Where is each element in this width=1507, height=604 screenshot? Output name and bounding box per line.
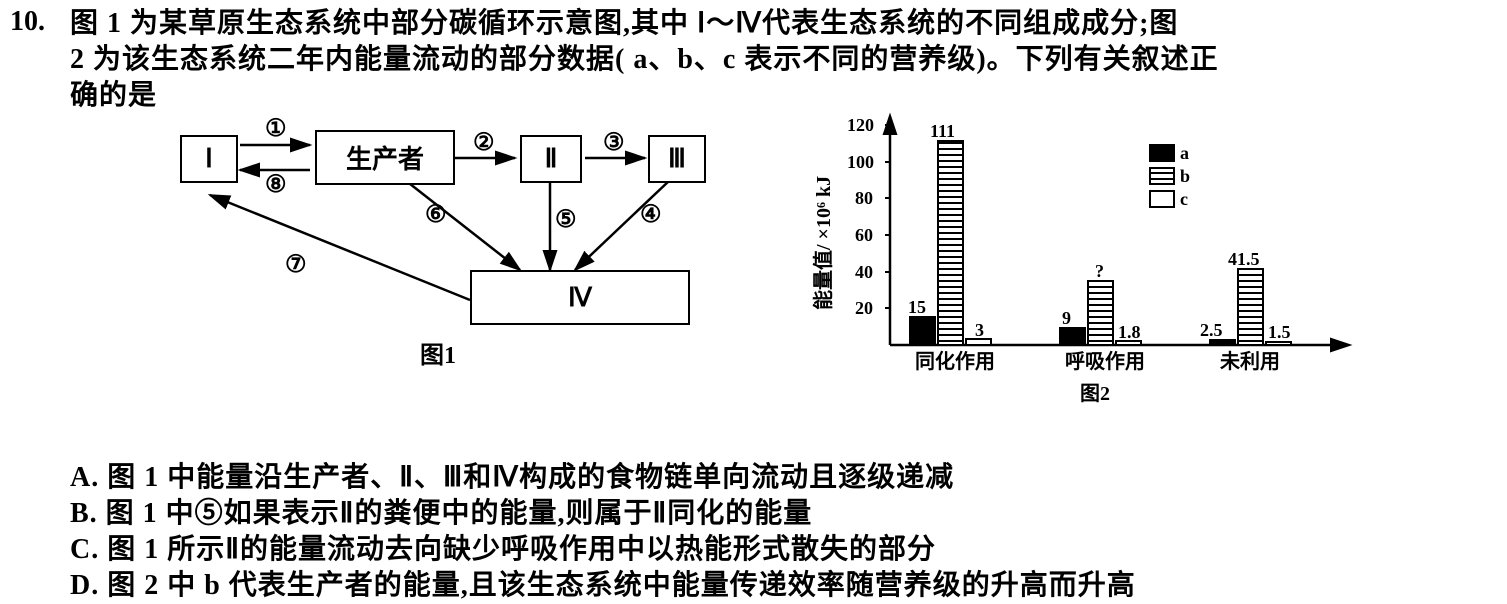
- arrow-label-1: ①: [265, 114, 287, 143]
- arrow-label-3: ③: [603, 128, 625, 157]
- option-C: C. 图 1 所示Ⅱ的能量流动去向缺少呼吸作用中以热能形式散失的部分: [70, 532, 1136, 568]
- node-I: Ⅰ: [180, 135, 238, 183]
- option-B: B. 图 1 中⑤如果表示Ⅱ的粪便中的能量,则属于Ⅱ同化的能量: [70, 496, 1136, 532]
- figures-area: Ⅰ 生产者 Ⅱ Ⅲ Ⅳ ① ⑧ ② ③ ④ ⑤ ⑥ ⑦ 图1: [0, 110, 1507, 420]
- svg-text:111: 111: [930, 121, 955, 141]
- svg-text:3: 3: [975, 320, 984, 340]
- stem-line-3: 确的是: [70, 78, 1490, 114]
- option-D: D. 图 2 中 b 代表生产者的能量,且该生态系统中能量传递效率随营养级的升高…: [70, 568, 1136, 604]
- option-A: A. 图 1 中能量沿生产者、Ⅱ、Ⅲ和Ⅳ构成的食物链单向流动且逐级递减: [70, 460, 1136, 496]
- svg-text:能量值/ ×10⁶ kJ: 能量值/ ×10⁶ kJ: [811, 176, 835, 310]
- figure-2-caption: 图2: [1080, 382, 1110, 405]
- y-ticks: 20 40 60 80 100 120: [847, 115, 890, 318]
- svg-text:80: 80: [855, 188, 873, 208]
- options-block: A. 图 1 中能量沿生产者、Ⅱ、Ⅲ和Ⅳ构成的食物链单向流动且逐级递减 B. 图…: [70, 460, 1136, 604]
- arrow-label-7: ⑦: [285, 250, 307, 279]
- figure-1: Ⅰ 生产者 Ⅱ Ⅲ Ⅳ ① ⑧ ② ③ ④ ⑤ ⑥ ⑦ 图1: [170, 110, 710, 410]
- figure-1-caption: 图1: [420, 335, 456, 370]
- figure-2-svg: 20 40 60 80 100 120 15 111 3 同化作用: [800, 110, 1360, 410]
- svg-text:?: ?: [1095, 261, 1104, 281]
- group-respiration: 9 ? 1.8 呼吸作用: [1060, 261, 1145, 373]
- arrow-label-6: ⑥: [425, 200, 447, 229]
- question-number: 10.: [10, 6, 45, 38]
- arrow-label-4: ④: [640, 200, 662, 229]
- svg-text:1.8: 1.8: [1118, 322, 1141, 342]
- svg-text:120: 120: [847, 115, 874, 135]
- svg-text:呼吸作用: 呼吸作用: [1065, 349, 1145, 373]
- figure-2: 20 40 60 80 100 120 15 111 3 同化作用: [800, 110, 1360, 410]
- svg-text:100: 100: [847, 152, 874, 172]
- svg-text:40: 40: [855, 262, 873, 282]
- svg-text:9: 9: [1062, 308, 1071, 328]
- svg-text:20: 20: [855, 298, 873, 318]
- group-assimilation: 15 111 3 同化作用: [908, 121, 995, 373]
- arrow-label-5: ⑤: [555, 205, 577, 234]
- svg-text:60: 60: [855, 225, 873, 245]
- stem-line-2: 2 为该生态系统二年内能量流动的部分数据( a、b、c 表示不同的营养级)。下列…: [70, 42, 1490, 78]
- svg-text:未利用: 未利用: [1220, 350, 1280, 373]
- legend: a b c: [1150, 143, 1190, 209]
- svg-text:a: a: [1180, 143, 1189, 163]
- svg-text:2.5: 2.5: [1200, 320, 1223, 340]
- question-stem: 图 1 为某草原生态系统中部分碳循环示意图,其中 Ⅰ～Ⅳ代表生态系统的不同组成成…: [70, 6, 1490, 114]
- y-axis-label: 能量值/ ×10⁶ kJ: [811, 176, 835, 310]
- group-unused: 2.5 41.5 1.5 未利用: [1200, 249, 1291, 373]
- node-IV: Ⅳ: [470, 270, 690, 325]
- svg-text:同化作用: 同化作用: [915, 349, 995, 373]
- svg-text:c: c: [1180, 189, 1188, 209]
- svg-text:b: b: [1180, 166, 1190, 186]
- svg-text:15: 15: [908, 297, 926, 317]
- svg-text:41.5: 41.5: [1228, 249, 1260, 269]
- arrow-label-2: ②: [473, 128, 495, 157]
- stem-line-1: 图 1 为某草原生态系统中部分碳循环示意图,其中 Ⅰ～Ⅳ代表生态系统的不同组成成…: [70, 6, 1490, 42]
- node-II: Ⅱ: [520, 135, 582, 183]
- svg-text:1.5: 1.5: [1268, 322, 1291, 342]
- arrow-label-8: ⑧: [265, 170, 287, 199]
- node-producer: 生产者: [315, 130, 455, 185]
- node-III: Ⅲ: [648, 135, 706, 183]
